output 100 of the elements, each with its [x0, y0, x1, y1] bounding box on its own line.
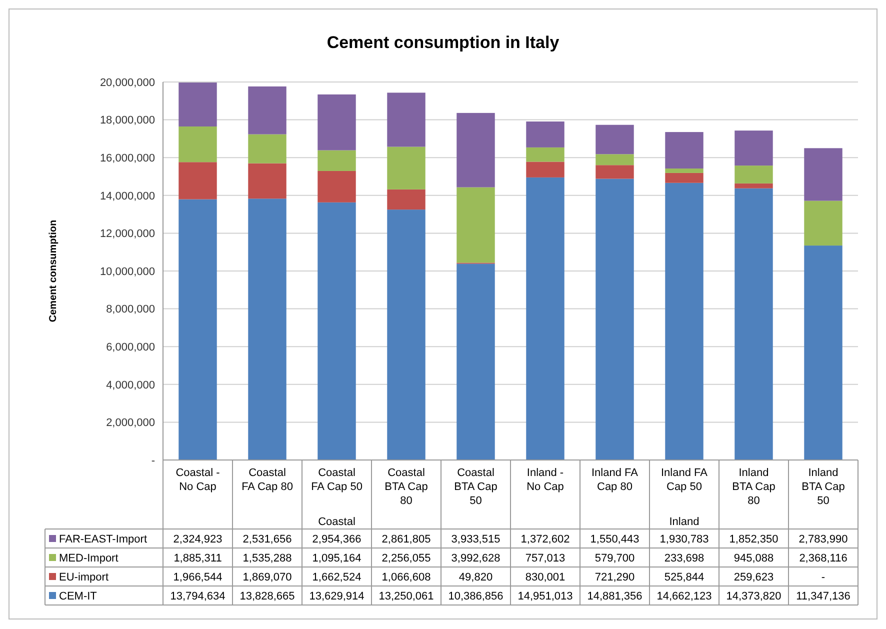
data-label: 10,386,856 [448, 590, 504, 602]
x-tick-label: Inland FA Cap 50 [661, 467, 708, 493]
bar [178, 126, 217, 162]
data-label: 525,844 [664, 572, 704, 584]
data-label: 13,250,061 [378, 590, 434, 602]
bar [248, 163, 286, 199]
bar [178, 82, 217, 126]
x-tick-label: Inland BTA Cap 50 [802, 467, 845, 507]
bar [387, 189, 426, 210]
y-tick-label: 6,000,000 [106, 341, 155, 354]
text: Coastal [318, 516, 356, 528]
text: Inland [669, 516, 700, 528]
bar [456, 187, 495, 263]
bar [526, 162, 564, 178]
data-label: 2,531,656 [242, 534, 292, 546]
bar [734, 188, 773, 460]
data-label: 2,783,990 [798, 534, 848, 546]
legend-label: CEM-IT [59, 590, 98, 602]
data-label: 757,013 [525, 552, 566, 564]
x-tick-label: Inland BTA Cap 80 [732, 467, 776, 507]
bar [665, 182, 704, 460]
data-label: 14,662,123 [656, 590, 712, 602]
y-tick-label: 14,000,000 [100, 190, 155, 202]
bar [734, 183, 773, 188]
data-label: 1,066,608 [382, 572, 431, 584]
bar [456, 264, 495, 460]
bar [665, 132, 704, 169]
data-label: 1,885,311 [174, 552, 222, 564]
bar [734, 166, 773, 184]
legend-label: EU-import [59, 572, 109, 584]
x-tick-label: Inland - No Cap [526, 467, 564, 493]
data-label: 2,256,055 [382, 552, 431, 564]
bar [804, 200, 842, 246]
bar [318, 150, 356, 171]
x-tick-label: Inland FA Cap 80 [592, 467, 639, 493]
bar [804, 148, 842, 201]
bar [596, 165, 634, 179]
data-label: 3,992,628 [451, 552, 500, 564]
x-tick-label: Coastal FA Cap 80 [242, 467, 293, 493]
bar [248, 86, 286, 134]
bar [318, 170, 356, 202]
data-label: 1,966,544 [173, 572, 222, 584]
data-label: 1,852,350 [729, 534, 778, 546]
data-label: 1,930,783 [660, 534, 709, 546]
bar [526, 177, 564, 460]
data-label: 1,869,070 [242, 572, 292, 584]
data-label: 945,088 [734, 552, 774, 564]
bar [596, 154, 634, 166]
data-label: 13,629,914 [309, 590, 364, 602]
data-label: 14,951,013 [518, 590, 573, 602]
data-label: 1,550,443 [590, 534, 640, 546]
data-label: 14,881,356 [587, 590, 642, 602]
text: - [821, 572, 826, 584]
bar [248, 134, 286, 164]
data-label: 14,373,820 [726, 590, 782, 602]
data-label: 13,794,634 [170, 590, 226, 602]
y-tick-label: 8,000,000 [106, 304, 155, 316]
bar [665, 172, 704, 183]
y-tick-label: 18,000,000 [100, 114, 155, 127]
data-label: 2,861,805 [382, 534, 431, 546]
data-label: 2,954,366 [312, 534, 362, 546]
data-label: 579,700 [594, 552, 635, 564]
data-label: 1,662,524 [312, 572, 362, 584]
x-tick-label: Coastal BTA Cap 80 [384, 467, 428, 507]
bar [178, 162, 217, 200]
chart-title: Cement consumption in Italy [326, 33, 560, 52]
bar [665, 168, 704, 173]
y-tick-label: 12,000,000 [100, 228, 155, 240]
bar [178, 199, 217, 460]
y-tick-label: 2,000,000 [106, 417, 155, 430]
bar [387, 146, 426, 190]
data-label: 259,623 [734, 572, 774, 584]
x-tick-label: Coastal - No Cap [176, 467, 220, 493]
bar [318, 202, 356, 460]
y-tick-label: 20,000,000 [100, 76, 155, 89]
bar [318, 94, 356, 150]
bar [248, 198, 286, 460]
y-tick-label: 16,000,000 [100, 152, 155, 164]
data-label: 13,828,665 [240, 590, 295, 602]
y-tick-label: 10,000,000 [100, 266, 155, 278]
bar [526, 121, 564, 148]
data-label: 830,001 [525, 572, 566, 584]
data-label: 233,698 [664, 552, 704, 564]
data-label: 1,095,164 [312, 552, 362, 564]
legend-label: MED-Import [59, 552, 118, 564]
data-label: 1,372,602 [520, 534, 570, 546]
bar [596, 124, 634, 154]
x-tick-label: Coastal FA Cap 50 [311, 467, 362, 493]
bar [734, 130, 773, 166]
data-label: 49,820 [458, 572, 493, 584]
data-label: 11,347,136 [796, 590, 850, 602]
bar [456, 112, 495, 188]
y-axis-title: Cement consumption [48, 220, 59, 322]
bar [387, 92, 426, 147]
data-label: 2,324,923 [173, 534, 222, 546]
bar [526, 147, 564, 162]
x-tick-label: Coastal BTA Cap 50 [454, 467, 498, 507]
data-label: 2,368,116 [799, 552, 848, 564]
bar [387, 210, 426, 460]
legend-label: FAR-EAST-Import [59, 534, 148, 546]
